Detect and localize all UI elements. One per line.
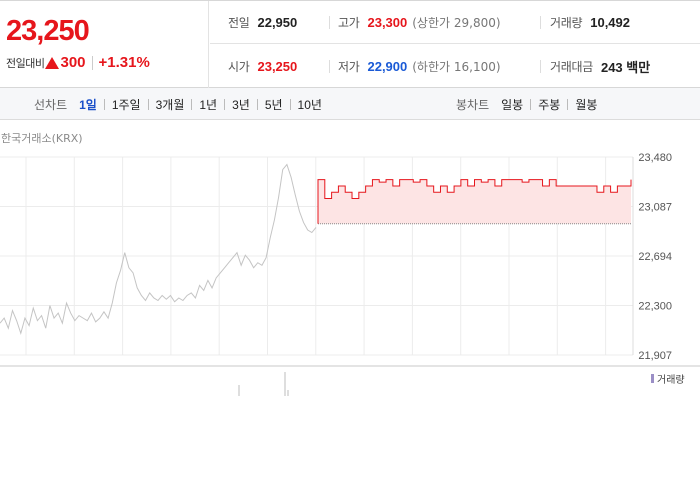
stat-volume: 거래량 10,492 (550, 1, 630, 44)
stat-label: 시가 (228, 60, 250, 74)
stat-value: 23,300 (367, 15, 408, 30)
period-1d[interactable]: 1일 (79, 97, 97, 112)
stats-row-2: 시가 23,250 저가 22,900 (하한가 16,100) 거래대금 24… (210, 45, 700, 88)
period-divider (289, 98, 291, 110)
y-tick-label: 21,907 (638, 350, 672, 362)
y-tick-label: 23,480 (638, 152, 672, 164)
period-3m[interactable]: 3개월 (155, 97, 185, 112)
current-price: 23,250 (6, 15, 90, 47)
stat-divider (329, 60, 330, 73)
quote-stats: 전일 22,950 고가 23,300 (상한가 29,800) 거래량 10,… (210, 1, 700, 88)
stats-row-1: 전일 22,950 고가 23,300 (상한가 29,800) 거래량 10,… (210, 1, 700, 44)
y-tick-label: 22,694 (638, 251, 672, 263)
up-triangle-icon (45, 56, 60, 69)
period-3y[interactable]: 3년 (232, 97, 250, 112)
volume-legend-label: 거래량 (657, 375, 685, 386)
period-divider (567, 98, 569, 110)
change-label: 전일대비 (6, 56, 45, 70)
stat-divider (540, 16, 541, 29)
stat-label: 저가 (338, 60, 360, 74)
period-10y[interactable]: 10년 (297, 97, 322, 112)
history-price-line (0, 163, 317, 335)
stat-value: 243 백만 (600, 60, 651, 75)
today-price-line (317, 179, 632, 224)
stat-value: 22,950 (257, 15, 298, 30)
candle-chart-periods: 봉차트 일봉 주봉 월봉 (456, 88, 597, 120)
volume-swatch (651, 374, 654, 383)
change-row: 전일대비 300 +1.31% (6, 54, 150, 71)
chart-grid (0, 156, 700, 367)
price-box: 23,250 전일대비 300 +1.31% (0, 1, 209, 88)
stat-lower-limit: (하한가 16,100) (412, 60, 501, 74)
history-layer (0, 163, 317, 335)
candle-chart-label: 봉차트 (456, 97, 490, 112)
period-divider (224, 98, 226, 110)
change-value: 300 (60, 54, 86, 71)
candle-daily[interactable]: 일봉 (501, 97, 524, 112)
candle-weekly[interactable]: 주봉 (538, 97, 561, 112)
stat-divider (329, 16, 330, 29)
stat-value: 22,900 (367, 59, 408, 74)
stat-prev-close: 전일 22,950 (228, 1, 297, 44)
period-divider (530, 98, 532, 110)
period-5y[interactable]: 5년 (264, 97, 283, 112)
stat-open: 시가 23,250 (228, 45, 297, 88)
data-source: 한국거래소(KRX) (1, 132, 83, 145)
candle-monthly[interactable]: 월봉 (575, 97, 598, 112)
period-divider (191, 98, 193, 110)
stat-high: 고가 23,300 (상한가 29,800) (338, 1, 501, 44)
today-fill-area (318, 179, 631, 224)
stat-value: 23,250 (257, 59, 298, 74)
change-percent: +1.31% (98, 54, 150, 71)
stat-value: 10,492 (590, 15, 630, 30)
period-1y[interactable]: 1년 (199, 97, 218, 112)
stat-label: 고가 (338, 16, 360, 30)
y-tick-label: 22,300 (638, 301, 672, 313)
period-divider (256, 98, 258, 110)
period-divider (147, 98, 149, 110)
price-chart: 23,480 23,087 22,694 22,300 21,907 (0, 152, 700, 396)
volume-layer (238, 372, 289, 396)
period-divider (103, 98, 105, 110)
stat-low: 저가 22,900 (하한가 16,100) (338, 45, 501, 88)
stat-upper-limit: (상한가 29,800) (412, 16, 501, 30)
chart-period-toolbar: 선차트 1일 1주일 3개월 1년 3년 5년 10년 봉차트 일봉 주봉 월봉 (0, 88, 700, 120)
stat-label: 거래대금 (550, 60, 593, 74)
stat-label: 전일 (228, 16, 250, 30)
y-axis: 23,480 23,087 22,694 22,300 21,907 (638, 152, 672, 362)
stat-divider (540, 60, 541, 73)
today-layer (317, 179, 632, 225)
line-chart-label: 선차트 (34, 97, 68, 112)
period-1w[interactable]: 1주일 (111, 97, 141, 112)
volume-legend: 거래량 (651, 371, 685, 386)
quote-summary: 23,250 전일대비 300 +1.31% 전일 22,950 고가 23,3… (0, 0, 700, 88)
change-divider (91, 55, 93, 70)
line-chart-periods: 선차트 1일 1주일 3개월 1년 3년 5년 10년 (34, 88, 322, 120)
stat-label: 거래량 (550, 16, 583, 30)
y-tick-label: 23,087 (638, 202, 672, 214)
stat-trade-amount: 거래대금 243 백만 (550, 45, 650, 88)
